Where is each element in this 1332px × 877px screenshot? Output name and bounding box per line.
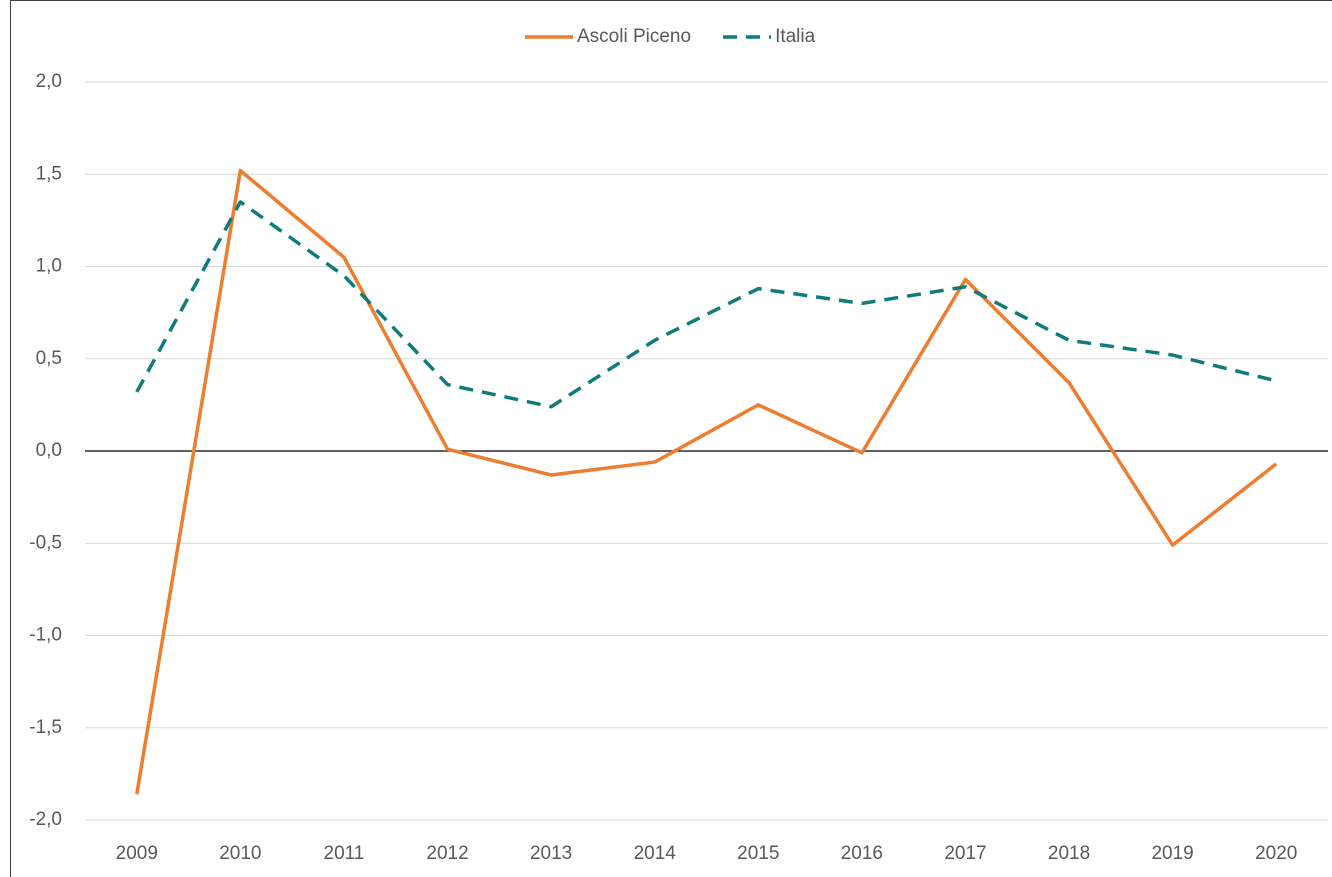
x-tick-label: 2015 — [737, 843, 779, 864]
chart-border — [10, 0, 1332, 877]
y-tick-label: -0,5 — [29, 532, 62, 553]
y-tick-label: 0,5 — [36, 348, 62, 369]
x-tick-label: 2010 — [219, 843, 261, 864]
series-line — [135, 200, 1277, 409]
x-tick-label: 2009 — [116, 843, 158, 864]
y-tick-label: -1,0 — [29, 625, 62, 646]
x-tick-label: 2019 — [1151, 843, 1193, 864]
x-tick-label: 2012 — [426, 843, 468, 864]
y-tick-label: -2,0 — [29, 809, 62, 830]
x-tick-label: 2017 — [944, 843, 986, 864]
x-tick-label: 2016 — [841, 843, 883, 864]
series-line — [135, 168, 1278, 795]
x-tick-label: 2014 — [634, 843, 677, 864]
legend-label: Ascoli Piceno — [577, 26, 691, 47]
x-tick-label: 2013 — [530, 843, 572, 864]
y-tick-label: 0,0 — [36, 440, 62, 461]
x-tick-label: 2018 — [1048, 843, 1090, 864]
y-tick-label: 1,5 — [36, 163, 62, 184]
legend-label: Italia — [775, 26, 816, 47]
x-tick-label: 2011 — [324, 843, 365, 864]
y-tick-label: 1,0 — [36, 256, 62, 277]
y-tick-label: -1,5 — [29, 717, 62, 738]
y-tick-label: 2,0 — [36, 71, 62, 92]
x-tick-label: 2020 — [1255, 843, 1297, 864]
